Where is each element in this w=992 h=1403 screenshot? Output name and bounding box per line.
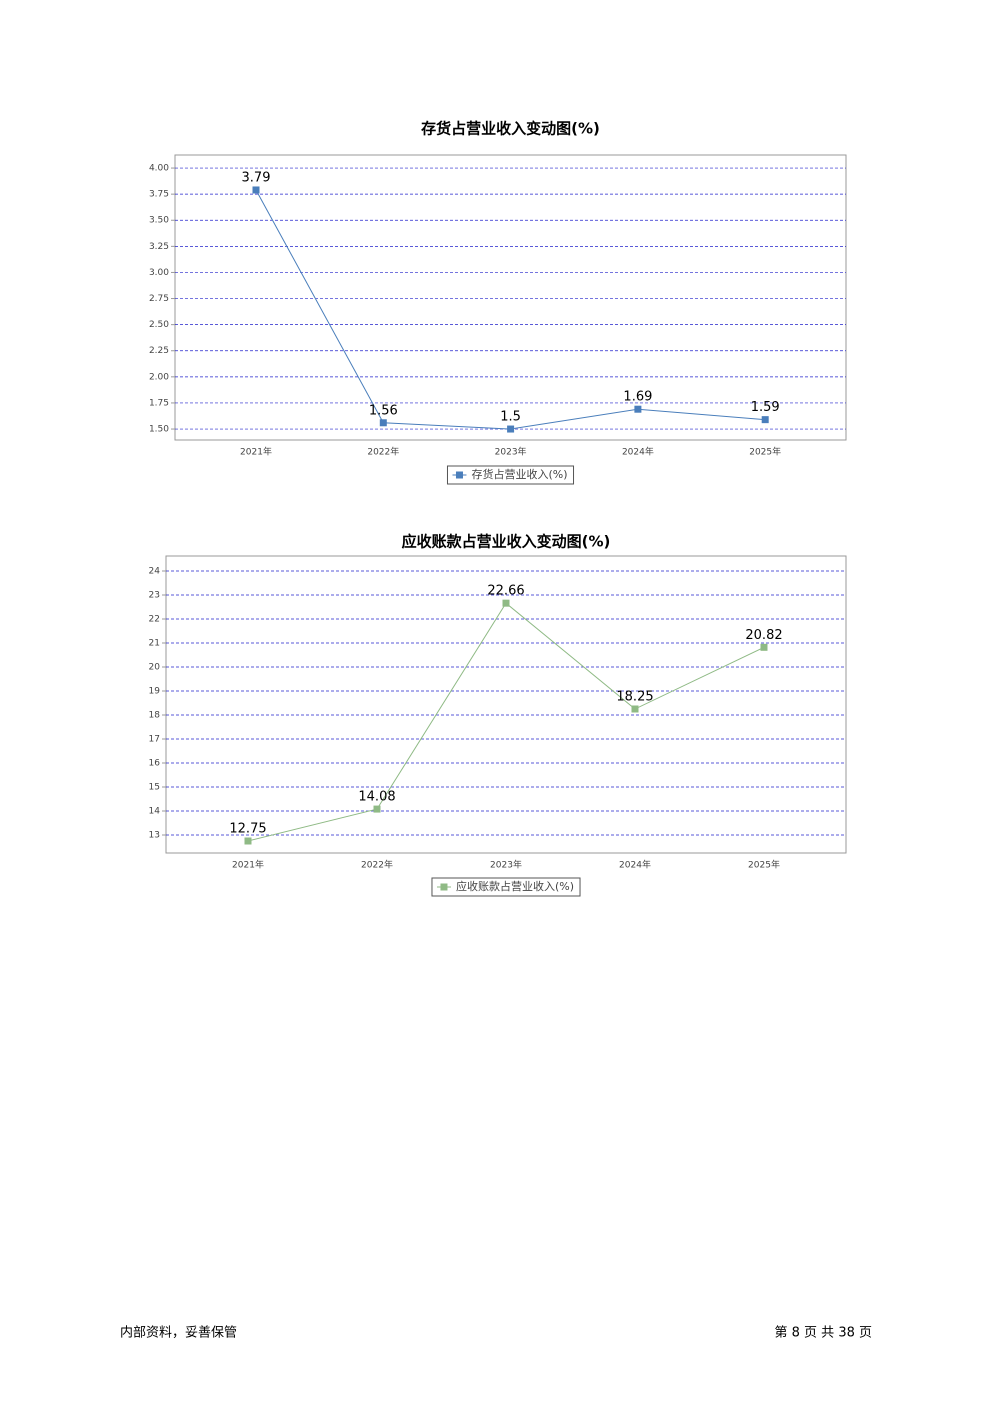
data-point	[373, 805, 381, 813]
chart-title: 存货占营业收入变动图(%)	[421, 120, 600, 138]
data-point	[507, 425, 515, 433]
y-tick-label: 14	[149, 807, 161, 817]
y-tick-label: 21	[149, 639, 160, 649]
value-label: 20.82	[745, 628, 782, 643]
data-point	[502, 599, 510, 607]
y-tick-label: 2.25	[149, 346, 169, 356]
y-tick-label: 4.00	[149, 164, 169, 174]
value-label: 1.56	[369, 403, 398, 418]
x-tick-label: 2024年	[622, 446, 654, 458]
y-tick-label: 23	[149, 591, 160, 601]
y-tick-label: 3.75	[149, 190, 169, 200]
y-tick-label: 2.75	[149, 294, 169, 304]
data-point	[761, 416, 769, 424]
value-label: 22.66	[487, 584, 524, 599]
value-label: 3.79	[242, 170, 271, 185]
y-tick-label: 15	[149, 783, 160, 793]
y-tick-label: 22	[149, 615, 160, 625]
y-tick-label: 1.75	[149, 398, 169, 408]
y-tick-label: 3.50	[149, 216, 169, 226]
legend-label: 存货占营业收入(%)	[471, 467, 567, 481]
y-tick-label: 24	[149, 567, 161, 577]
x-tick-label: 2023年	[495, 446, 527, 458]
y-tick-label: 13	[149, 831, 160, 841]
x-tick-label: 2021年	[232, 859, 264, 871]
chart-title: 应收账款占营业收入变动图(%)	[402, 533, 611, 551]
value-label: 1.59	[751, 400, 780, 415]
y-tick-label: 18	[149, 711, 161, 721]
data-point	[634, 405, 642, 413]
y-tick-label: 19	[149, 687, 161, 697]
y-tick-label: 1.50	[149, 425, 169, 435]
value-label: 1.69	[623, 390, 652, 405]
x-tick-label: 2025年	[748, 859, 780, 871]
legend-swatch	[440, 883, 448, 891]
y-tick-label: 16	[149, 759, 161, 769]
value-label: 18.25	[616, 690, 653, 705]
y-tick-label: 2.00	[149, 372, 169, 382]
legend-swatch	[455, 471, 463, 479]
value-label: 1.5	[500, 410, 521, 425]
legend-box	[446, 465, 575, 485]
y-tick-label: 3.00	[149, 268, 169, 278]
x-tick-label: 2022年	[361, 859, 393, 871]
legend-box	[431, 877, 581, 897]
data-point	[379, 419, 387, 427]
y-tick-label: 2.50	[149, 320, 169, 330]
footer-right: 第 8 页 共 38 页	[775, 1326, 872, 1341]
x-tick-label: 2023年	[490, 859, 522, 871]
y-tick-label: 3.25	[149, 242, 169, 252]
plot-area	[174, 154, 847, 441]
data-point	[252, 186, 260, 194]
y-tick-label: 17	[149, 735, 160, 745]
value-label: 14.08	[358, 790, 395, 805]
x-tick-label: 2025年	[749, 446, 781, 458]
x-tick-label: 2021年	[240, 446, 272, 458]
x-tick-label: 2024年	[619, 859, 651, 871]
y-tick-label: 20	[149, 663, 161, 673]
data-point	[244, 837, 252, 845]
x-tick-label: 2022年	[367, 446, 399, 458]
value-label: 12.75	[229, 822, 266, 837]
legend-label: 应收账款占营业收入(%)	[456, 879, 574, 893]
footer-left: 内部资料，妥善保管	[120, 1325, 237, 1341]
data-point	[631, 705, 639, 713]
data-point	[760, 643, 768, 651]
